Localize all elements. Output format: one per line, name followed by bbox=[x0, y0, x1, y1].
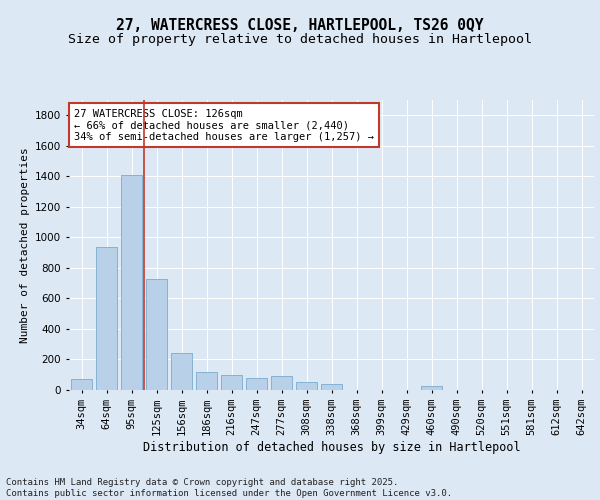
Bar bbox=[71, 378, 92, 390]
Bar bbox=[271, 376, 292, 390]
Text: Contains HM Land Registry data © Crown copyright and database right 2025.
Contai: Contains HM Land Registry data © Crown c… bbox=[6, 478, 452, 498]
Text: 27 WATERCRESS CLOSE: 126sqm
← 66% of detached houses are smaller (2,440)
34% of : 27 WATERCRESS CLOSE: 126sqm ← 66% of det… bbox=[74, 108, 374, 142]
Bar bbox=[121, 175, 142, 390]
Bar bbox=[146, 278, 167, 390]
Bar bbox=[421, 386, 442, 390]
Bar bbox=[171, 354, 192, 390]
Bar bbox=[196, 372, 217, 390]
Text: 27, WATERCRESS CLOSE, HARTLEPOOL, TS26 0QY: 27, WATERCRESS CLOSE, HARTLEPOOL, TS26 0… bbox=[116, 18, 484, 32]
Bar bbox=[296, 382, 317, 390]
Text: Size of property relative to detached houses in Hartlepool: Size of property relative to detached ho… bbox=[68, 32, 532, 46]
Bar bbox=[246, 378, 267, 390]
Y-axis label: Number of detached properties: Number of detached properties bbox=[20, 147, 29, 343]
X-axis label: Distribution of detached houses by size in Hartlepool: Distribution of detached houses by size … bbox=[143, 440, 520, 454]
Bar bbox=[321, 384, 342, 390]
Bar bbox=[221, 374, 242, 390]
Bar bbox=[96, 246, 117, 390]
